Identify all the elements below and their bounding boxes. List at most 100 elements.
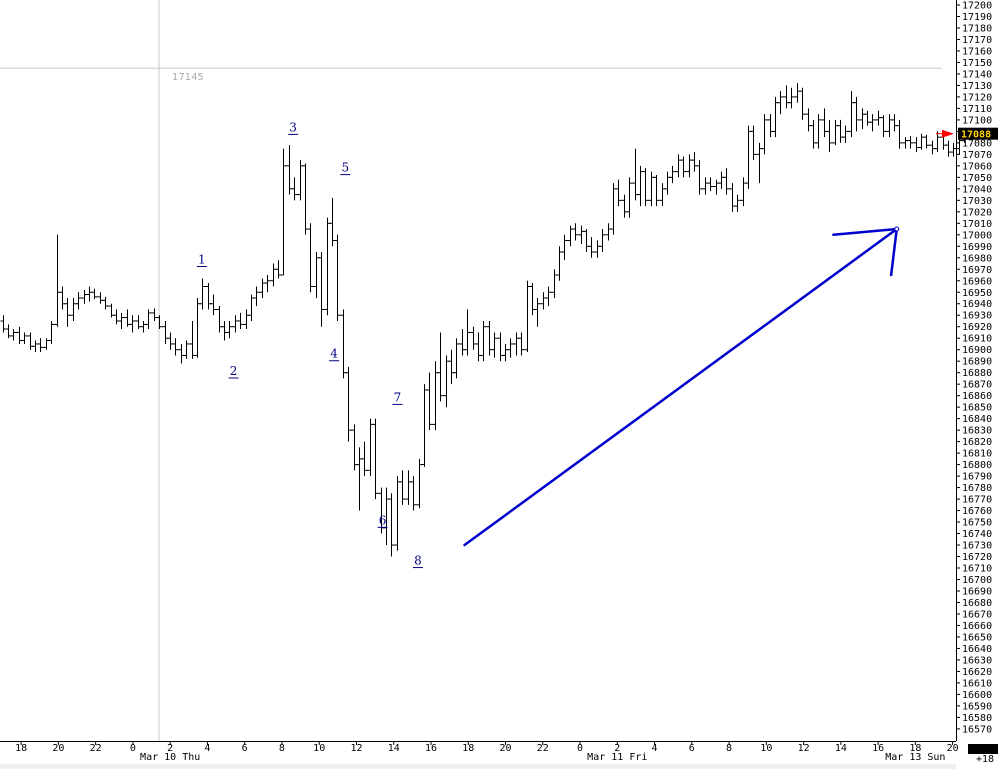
- price-tick-label: 17190: [962, 12, 992, 23]
- ohlc-bar: [129, 315, 136, 333]
- ohlc-bar: [372, 418, 379, 500]
- price-tick-label: 16600: [962, 690, 992, 701]
- ohlc-bar: [507, 338, 514, 358]
- price-bars: [0, 83, 968, 557]
- arrow-shaft: [463, 227, 898, 547]
- price-tick-label: 16860: [962, 391, 992, 402]
- axis-corner-label: +18: [976, 754, 994, 765]
- date-label: Mar 13 Sun: [885, 752, 945, 763]
- price-tick-label: 16610: [962, 678, 992, 689]
- price-tick-label: 17140: [962, 69, 992, 80]
- arrow-head-right: [889, 227, 898, 277]
- time-tick-label: 20: [947, 743, 959, 754]
- ohlc-bar: [145, 309, 152, 330]
- ohlc-bar: [826, 119, 833, 153]
- ohlc-bar: [307, 223, 314, 293]
- wave-label-2: 2: [230, 364, 238, 378]
- price-tick-label: 16810: [962, 449, 992, 460]
- time-tick-label: 10: [760, 743, 772, 754]
- ohlc-bar: [907, 135, 914, 149]
- ohlc-bar: [453, 338, 460, 379]
- price-tick-label: 16750: [962, 518, 992, 529]
- price-tick-label: 16790: [962, 472, 992, 483]
- time-tick-label: 0: [577, 743, 583, 754]
- time-tick-label: 10: [313, 743, 325, 754]
- ohlc-bar: [118, 312, 125, 330]
- crosshair-price-label: 17145: [172, 72, 204, 83]
- ohlc-bar: [237, 312, 244, 330]
- wave-label-4: 4: [330, 347, 338, 361]
- price-tick-label: 17080: [962, 138, 992, 149]
- price-tick-label: 17060: [962, 161, 992, 172]
- ohlc-bar: [518, 332, 525, 356]
- time-tick-label: 18: [909, 743, 921, 754]
- ohlc-bar: [626, 177, 633, 218]
- price-tick-label: 16890: [962, 357, 992, 368]
- price-tick-label: 16980: [962, 253, 992, 264]
- price-tick-label: 16590: [962, 701, 992, 712]
- wave-label-6: 6: [379, 513, 387, 527]
- price-tick-label: 17040: [962, 184, 992, 195]
- price-tick-label: 17160: [962, 46, 992, 57]
- wave-label-7: 7: [394, 390, 402, 404]
- ohlc-bar: [734, 194, 741, 212]
- ohlc-bar: [896, 119, 903, 149]
- time-tick-label: 12: [350, 743, 362, 754]
- price-tick-label: 17150: [962, 58, 992, 69]
- time-tick-label: 14: [835, 743, 847, 754]
- price-tick-label: 16990: [962, 242, 992, 253]
- price-tick-label: 16620: [962, 667, 992, 678]
- ohlc-bar: [388, 493, 395, 557]
- price-tick-label: 16710: [962, 564, 992, 575]
- time-tick-label: 14: [388, 743, 400, 754]
- ohlc-bar: [545, 286, 552, 307]
- ohlc-bar: [253, 286, 260, 307]
- price-tick-label: 16570: [962, 724, 992, 735]
- date-label: Mar 10 Thu: [140, 752, 200, 763]
- price-tick-label: 16880: [962, 368, 992, 379]
- ohlc-bar: [345, 366, 352, 442]
- ohlc-bar: [21, 332, 28, 344]
- price-tick-label: 17110: [962, 104, 992, 115]
- time-tick-label: 0: [130, 743, 136, 754]
- time-tick-label: 12: [798, 743, 810, 754]
- ohlc-bar: [491, 332, 498, 358]
- ohlc-bar: [37, 338, 44, 352]
- price-tick-label: 16960: [962, 276, 992, 287]
- price-tick-label: 17010: [962, 219, 992, 230]
- trend-arrow: [463, 226, 900, 547]
- ohlc-bar: [334, 234, 341, 321]
- ohlc-bar: [788, 87, 795, 109]
- ohlc-bar: [91, 288, 98, 300]
- wave-label-1: 1: [198, 253, 206, 267]
- time-axis[interactable]: 18 20 22 0 2 4 6 8 10 12 14 16 18 20 22 0 2 4 6 8 10 12 14 16 18…: [0, 741, 998, 769]
- price-axis[interactable]: 1720017190171801717017160171501714017130…: [936, 0, 998, 741]
- ohlc-bar: [318, 252, 325, 327]
- time-tick-label: 22: [90, 743, 102, 754]
- time-tick-label: 2: [614, 743, 620, 754]
- price-tick-label: 16920: [962, 322, 992, 333]
- ohlc-bar: [680, 156, 687, 178]
- price-tick-label: 16760: [962, 506, 992, 517]
- ohlc-bar: [750, 125, 757, 161]
- wave-label-5: 5: [341, 161, 349, 175]
- time-tick-label: 22: [537, 743, 549, 754]
- price-tick-label: 16970: [962, 265, 992, 276]
- ohlc-bar: [210, 294, 217, 316]
- price-tick-label: 16640: [962, 644, 992, 655]
- time-tick-label: 8: [726, 743, 732, 754]
- wave-label-8: 8: [414, 554, 422, 568]
- ohlc-bar: [923, 134, 930, 149]
- price-tick-label: 16630: [962, 655, 992, 666]
- ohlc-bar: [799, 87, 806, 120]
- ohlc-bar: [361, 441, 368, 477]
- price-tick-label: 17020: [962, 207, 992, 218]
- price-tick-label: 16690: [962, 586, 992, 597]
- ohlc-bar: [410, 476, 417, 511]
- time-tick-label: 6: [689, 743, 695, 754]
- ohlc-bar: [869, 114, 876, 132]
- price-tick-label: 16650: [962, 632, 992, 643]
- time-tick-label: 4: [204, 743, 210, 754]
- price-tick-label: 16740: [962, 529, 992, 540]
